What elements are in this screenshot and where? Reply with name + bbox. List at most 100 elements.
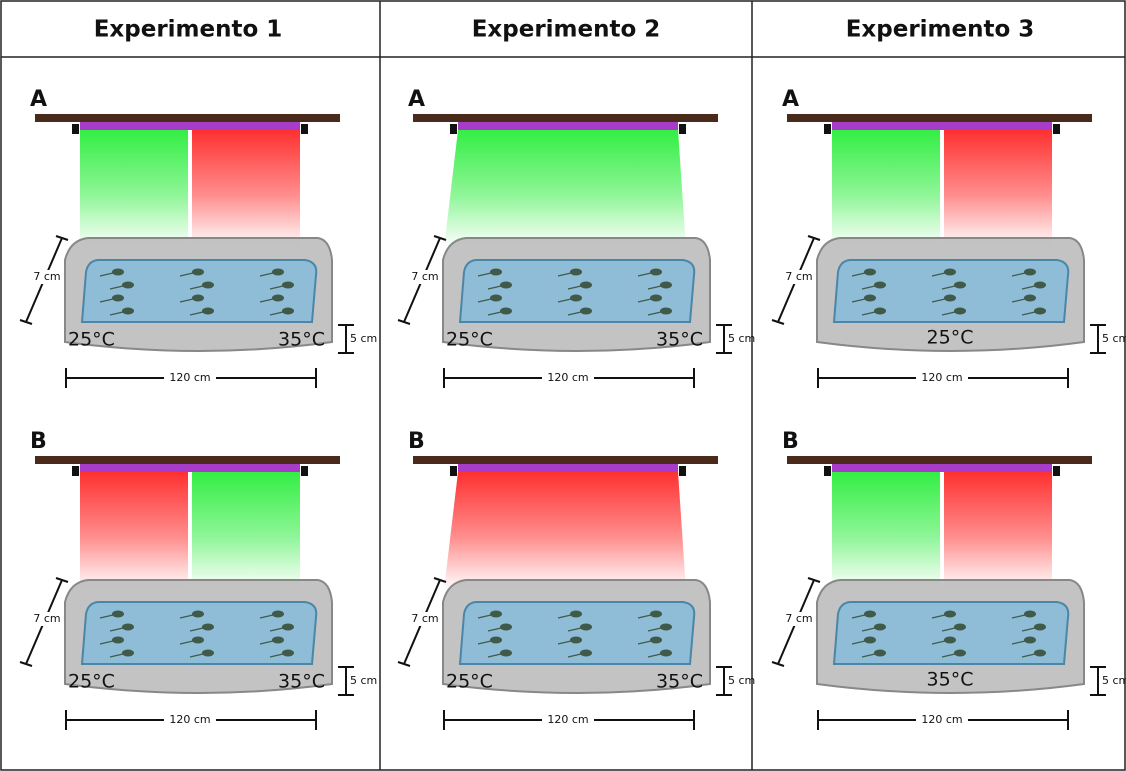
length-label: 120 cm (169, 371, 210, 384)
tadpole (1024, 295, 1036, 302)
temperature: 35°C (927, 669, 974, 691)
tadpole (112, 637, 124, 644)
temperature: 25°C (446, 329, 493, 351)
tadpole (580, 282, 592, 289)
tadpole (272, 611, 284, 618)
tadpole (1034, 308, 1046, 315)
tadpole (192, 269, 204, 276)
tadpole (282, 308, 294, 315)
tadpole (192, 295, 204, 302)
shelf (35, 114, 340, 122)
tadpole (650, 295, 662, 302)
tadpole (122, 624, 134, 631)
tadpole (660, 308, 672, 315)
height-label: 7 cm (411, 270, 438, 283)
tadpole (570, 295, 582, 302)
height-label: 7 cm (785, 612, 812, 625)
tadpole (490, 611, 502, 618)
height-label: 7 cm (785, 270, 812, 283)
tadpole (864, 611, 876, 618)
tadpole (580, 650, 592, 657)
tadpole (954, 650, 966, 657)
tadpole (282, 650, 294, 657)
lamp-end (1053, 124, 1060, 134)
tadpole (864, 295, 876, 302)
panel-label: A (782, 87, 799, 112)
tadpole (580, 624, 592, 631)
tadpole (570, 637, 582, 644)
light-beam (80, 130, 188, 248)
tadpole (1024, 269, 1036, 276)
lamp-end (1053, 466, 1060, 476)
column-title: Experimento 2 (472, 17, 661, 43)
tadpole (112, 611, 124, 618)
tadpole (864, 637, 876, 644)
tadpole (122, 282, 134, 289)
tadpole (650, 637, 662, 644)
shelf (413, 114, 718, 122)
tadpole (112, 269, 124, 276)
light-beam (444, 130, 686, 248)
tadpole (660, 650, 672, 657)
tadpole (570, 611, 582, 618)
tadpole (864, 269, 876, 276)
tadpole (570, 269, 582, 276)
tadpole (660, 624, 672, 631)
light-beam (80, 472, 188, 590)
height-label: 7 cm (33, 612, 60, 625)
tadpole (272, 269, 284, 276)
tadpole (1034, 282, 1046, 289)
light-beam (944, 130, 1052, 248)
tadpole (490, 295, 502, 302)
tadpole (272, 295, 284, 302)
figure: Experimento 1A25°C35°C7 cm5 cm120 cmB25°… (0, 0, 1126, 771)
light-beam (832, 472, 940, 590)
length-label: 120 cm (547, 713, 588, 726)
tadpole (202, 624, 214, 631)
tadpole (1034, 624, 1046, 631)
tadpole (1024, 611, 1036, 618)
tadpole (282, 282, 294, 289)
temperature: 25°C (68, 671, 115, 693)
tadpole (944, 611, 956, 618)
lamp-bar (80, 122, 300, 130)
depth-label: 5 cm (1102, 674, 1126, 687)
panel-label: A (30, 87, 47, 112)
lamp-end (450, 124, 457, 134)
tadpole (954, 624, 966, 631)
lamp-end (679, 466, 686, 476)
lamp-bar (80, 464, 300, 472)
lamp-end (72, 466, 79, 476)
tadpole (202, 650, 214, 657)
panel-label: B (30, 429, 47, 454)
tadpole (490, 637, 502, 644)
depth-label: 5 cm (350, 674, 377, 687)
tadpole (660, 282, 672, 289)
length-label: 120 cm (169, 713, 210, 726)
tadpole (874, 308, 886, 315)
tadpole (500, 650, 512, 657)
tadpole (112, 295, 124, 302)
tadpole (500, 282, 512, 289)
light-beam (944, 472, 1052, 590)
tadpole (944, 637, 956, 644)
tadpole (202, 308, 214, 315)
light-beam (192, 472, 300, 590)
shelf (787, 456, 1092, 464)
temperature: 35°C (278, 671, 325, 693)
tadpole (944, 295, 956, 302)
length-label: 120 cm (921, 713, 962, 726)
panel-label: A (408, 87, 425, 112)
lamp-bar (458, 464, 678, 472)
depth-label: 5 cm (728, 674, 755, 687)
depth-label: 5 cm (350, 332, 377, 345)
tadpole (272, 637, 284, 644)
lamp-bar (832, 464, 1052, 472)
tadpole (122, 308, 134, 315)
lamp-end (72, 124, 79, 134)
temperature: 35°C (278, 329, 325, 351)
tadpole (1024, 637, 1036, 644)
lamp-end (824, 124, 831, 134)
tadpole (202, 282, 214, 289)
temperature: 25°C (446, 671, 493, 693)
